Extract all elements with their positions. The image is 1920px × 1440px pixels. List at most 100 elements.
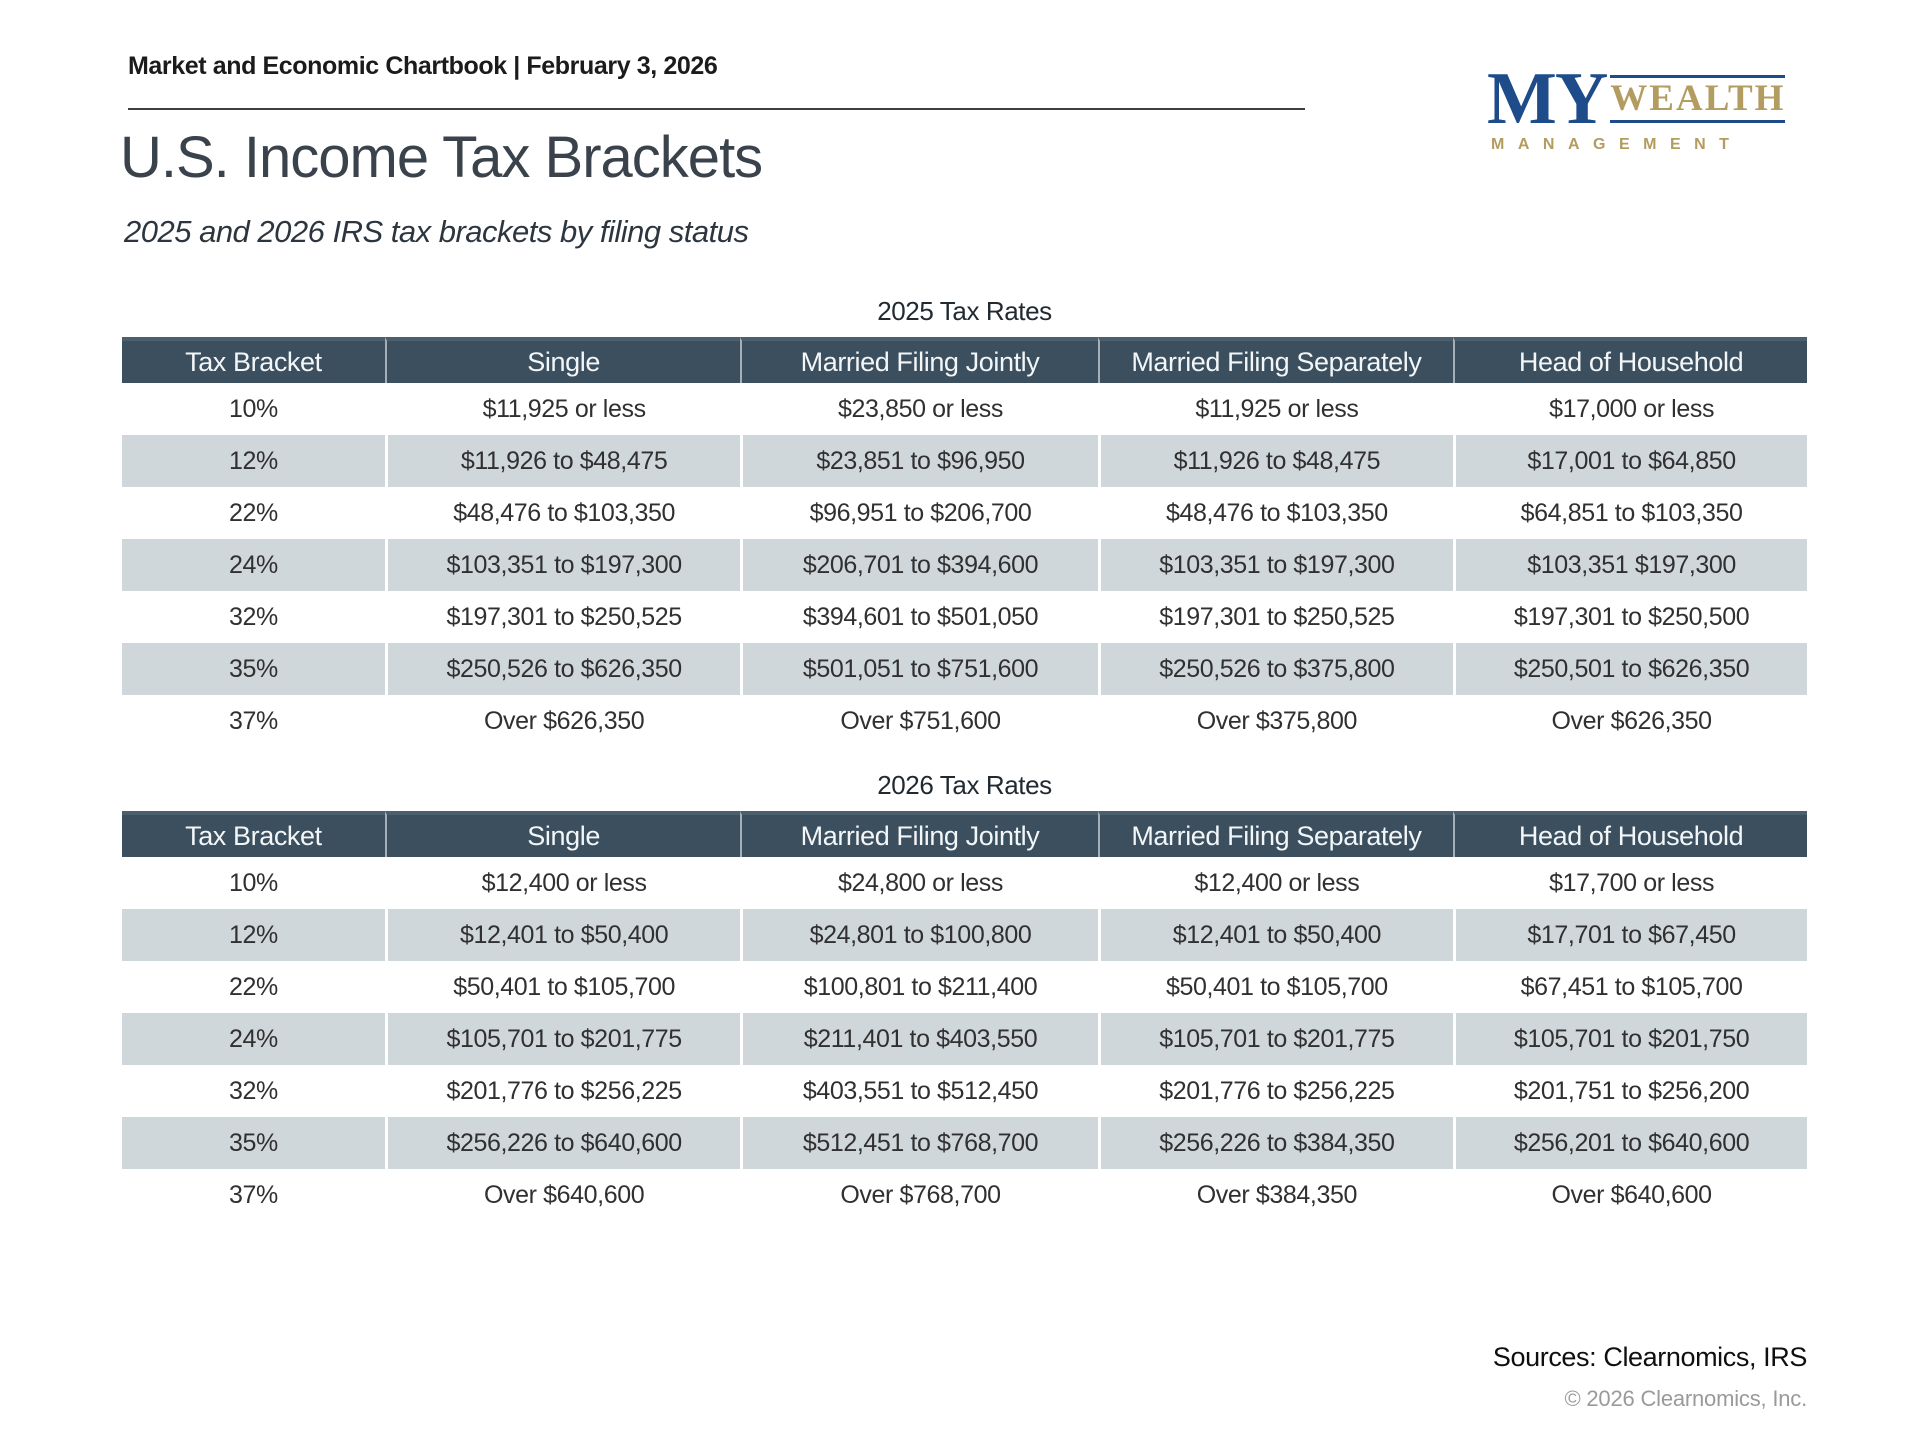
table-row: 24% $105,701 to $201,775 $211,401 to $403,…	[122, 1013, 1807, 1065]
income-range-cell: $12,401 to $50,400	[384, 909, 741, 961]
income-range-cell: $23,850 or less	[740, 383, 1098, 435]
tax-bracket-cell: 32%	[122, 591, 385, 643]
column-header: Single	[384, 337, 741, 383]
income-range-cell: $197,301 to $250,525	[1097, 591, 1454, 643]
income-range-cell: Over $626,350	[384, 695, 741, 747]
income-range-cell: $17,001 to $64,850	[1453, 435, 1807, 487]
table-body-2025: 10% $11,925 or less $23,850 or less $11,925…	[122, 383, 1807, 747]
tax-table-2025-section: 2025 Tax Rates Tax Bracket Single Married …	[122, 296, 1807, 747]
tax-bracket-cell: 12%	[122, 909, 385, 961]
table-row: 32% $201,776 to $256,225 $403,551 to $512,…	[122, 1065, 1807, 1117]
tax-bracket-cell: 32%	[122, 1065, 385, 1117]
income-range-cell: $105,701 to $201,775	[1097, 1013, 1454, 1065]
income-range-cell: $394,601 to $501,050	[740, 591, 1098, 643]
my-wealth-logo: MY WEALTH MANAGEMENT	[1487, 58, 1786, 154]
income-range-cell: $197,301 to $250,500	[1453, 591, 1807, 643]
income-range-cell: $105,701 to $201,750	[1453, 1013, 1807, 1065]
income-range-cell: $512,451 to $768,700	[740, 1117, 1098, 1169]
page-subtitle: 2025 and 2026 IRS tax brackets by filing…	[124, 214, 749, 249]
income-range-cell: $103,351 to $197,300	[1097, 539, 1454, 591]
sources-note: Sources: Clearnomics, IRS	[1492, 1342, 1808, 1372]
tax-table-2026-section: 2026 Tax Rates Tax Bracket Single Married …	[122, 770, 1807, 1221]
income-range-cell: $24,800 or less	[740, 857, 1098, 909]
tax-bracket-cell: 35%	[122, 643, 385, 695]
income-range-cell: $11,925 or less	[384, 383, 741, 435]
tax-bracket-cell: 24%	[122, 1013, 385, 1065]
copyright-note: © 2026 Clearnomics, Inc.	[1564, 1386, 1807, 1411]
income-range-cell: $11,926 to $48,475	[1097, 435, 1454, 487]
income-range-cell: $201,776 to $256,225	[1097, 1065, 1454, 1117]
table-row: 32% $197,301 to $250,525 $394,601 to $501,…	[122, 591, 1807, 643]
table-row: 35% $250,526 to $626,350 $501,051 to $751,…	[122, 643, 1807, 695]
income-range-cell: $67,451 to $105,700	[1453, 961, 1807, 1013]
income-range-cell: $48,476 to $103,350	[1097, 487, 1454, 539]
income-range-cell: $501,051 to $751,600	[740, 643, 1098, 695]
logo-top-rule	[1610, 75, 1786, 78]
income-range-cell: Over $375,800	[1097, 695, 1454, 747]
income-range-cell: $17,701 to $67,450	[1453, 909, 1807, 961]
tax-bracket-cell: 37%	[122, 695, 385, 747]
income-range-cell: $48,476 to $103,350	[384, 487, 741, 539]
column-header: Tax Bracket	[122, 811, 385, 857]
income-range-cell: $201,776 to $256,225	[384, 1065, 741, 1117]
income-range-cell: Over $626,350	[1453, 695, 1807, 747]
logo-wealth-text: WEALTH	[1610, 78, 1786, 119]
income-range-cell: $250,526 to $626,350	[384, 643, 741, 695]
tax-bracket-cell: 37%	[122, 1169, 385, 1221]
income-range-cell: Over $640,600	[384, 1169, 741, 1221]
column-header: Head of Household	[1453, 811, 1807, 857]
income-range-cell: Over $640,600	[1453, 1169, 1807, 1221]
page-title: U.S. Income Tax Brackets	[120, 125, 763, 190]
table-body-2026: 10% $12,400 or less $24,800 or less $12,400…	[122, 857, 1807, 1221]
income-range-cell: $206,701 to $394,600	[740, 539, 1098, 591]
income-range-cell: $96,951 to $206,700	[740, 487, 1098, 539]
logo-management-text: MANAGEMENT	[1491, 136, 1743, 153]
income-range-cell: $103,351 to $197,300	[384, 539, 741, 591]
income-range-cell: $12,400 or less	[384, 857, 741, 909]
income-range-cell: $17,700 or less	[1453, 857, 1807, 909]
income-range-cell: $12,401 to $50,400	[1097, 909, 1454, 961]
column-header: Married Filing Jointly	[740, 811, 1098, 857]
income-range-cell: $256,226 to $384,350	[1097, 1117, 1454, 1169]
income-range-cell: $105,701 to $201,775	[384, 1013, 741, 1065]
income-range-cell: $256,226 to $640,600	[384, 1117, 741, 1169]
column-header: Head of Household	[1453, 337, 1807, 383]
income-range-cell: $23,851 to $96,950	[740, 435, 1098, 487]
chartbook-header: Market and Economic Chartbook | February…	[128, 52, 718, 80]
table-row: 22% $48,476 to $103,350 $96,951 to $206,70…	[122, 487, 1807, 539]
table-title-2025: 2025 Tax Rates	[877, 296, 1052, 326]
table-header-2025: Tax Bracket Single Married Filing Jointly M…	[122, 337, 1807, 383]
income-range-cell: $11,925 or less	[1097, 383, 1454, 435]
income-range-cell: $64,851 to $103,350	[1453, 487, 1807, 539]
column-header: Tax Bracket	[122, 337, 385, 383]
tax-bracket-cell: 22%	[122, 961, 385, 1013]
income-range-cell: $250,526 to $375,800	[1097, 643, 1454, 695]
header-divider	[128, 108, 1305, 110]
income-range-cell: $50,401 to $105,700	[384, 961, 741, 1013]
table-row: 22% $50,401 to $105,700 $100,801 to $211,4…	[122, 961, 1807, 1013]
income-range-cell: $197,301 to $250,525	[384, 591, 741, 643]
income-range-cell: $250,501 to $626,350	[1453, 643, 1807, 695]
table-row: 12% $12,401 to $50,400 $24,801 to $100,800…	[122, 909, 1807, 961]
income-range-cell: $211,401 to $403,550	[740, 1013, 1098, 1065]
tax-bracket-cell: 24%	[122, 539, 385, 591]
income-range-cell: $256,201 to $640,600	[1453, 1117, 1807, 1169]
tax-bracket-cell: 22%	[122, 487, 385, 539]
header-row: Tax Bracket Single Married Filing Jointly M…	[122, 811, 1807, 857]
table-header-2026: Tax Bracket Single Married Filing Jointly M…	[122, 811, 1807, 857]
header-row: Tax Bracket Single Married Filing Jointly M…	[122, 337, 1807, 383]
logo-my-text: MY	[1487, 58, 1608, 140]
table-row: 12% $11,926 to $48,475 $23,851 to $96,950 $…	[122, 435, 1807, 487]
tax-bracket-cell: 35%	[122, 1117, 385, 1169]
logo-top-row: MY WEALTH	[1487, 58, 1786, 140]
column-header: Married Filing Separately	[1097, 811, 1454, 857]
table-row: 37% Over $640,600 Over $768,700 Over $384,3…	[122, 1169, 1807, 1221]
table-row: 24% $103,351 to $197,300 $206,701 to $394,…	[122, 539, 1807, 591]
income-range-cell: $24,801 to $100,800	[740, 909, 1098, 961]
column-header: Married Filing Jointly	[740, 337, 1098, 383]
income-range-cell: $50,401 to $105,700	[1097, 961, 1454, 1013]
income-range-cell: Over $384,350	[1097, 1169, 1454, 1221]
column-header: Married Filing Separately	[1097, 337, 1454, 383]
income-range-cell: $17,000 or less	[1453, 383, 1807, 435]
table-title-2026: 2026 Tax Rates	[877, 770, 1052, 800]
